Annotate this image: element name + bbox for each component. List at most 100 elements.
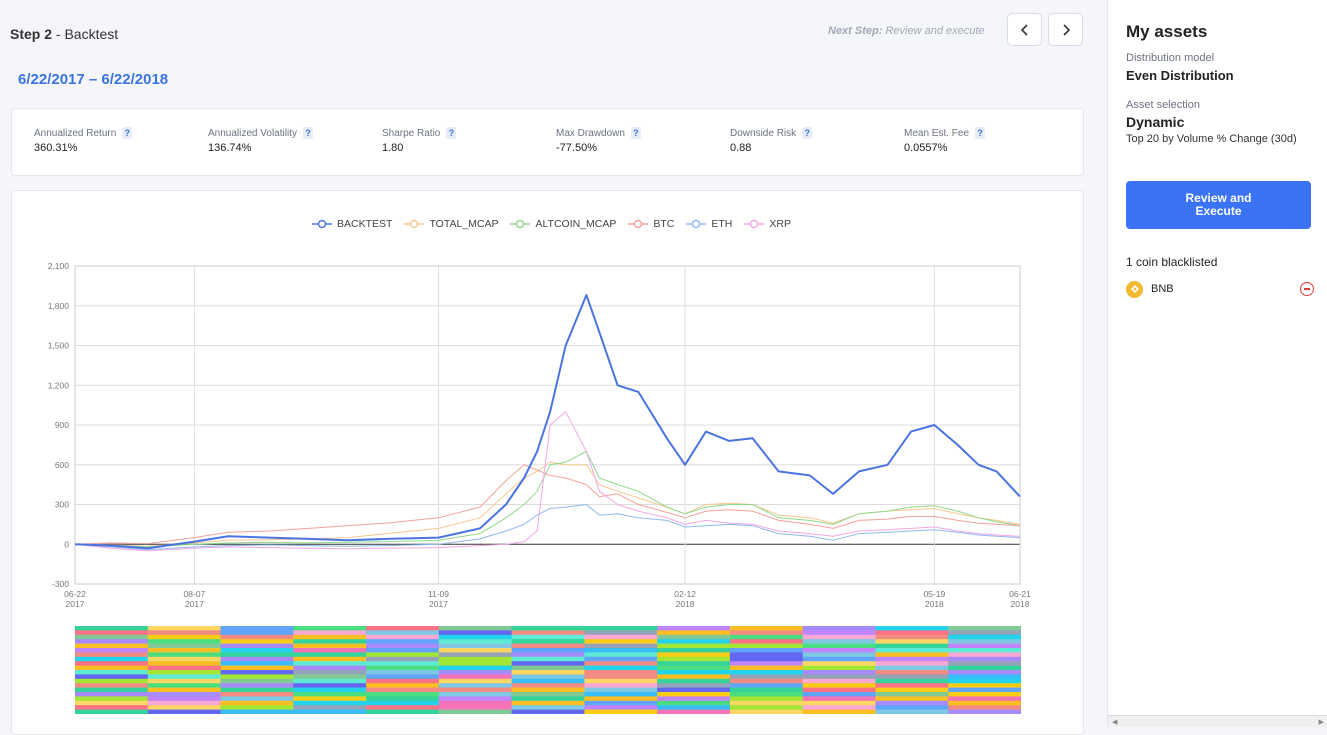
heatmap-cell: [948, 705, 1021, 710]
heatmap-cell: [147, 674, 222, 680]
heatmap-cell: [657, 687, 731, 693]
legend-item-xrp[interactable]: XRP: [744, 218, 791, 230]
heatmap-cell: [729, 705, 804, 710]
heatmap-cell: [293, 630, 367, 636]
heatmap-cell: [438, 652, 513, 658]
heatmap-cell: [220, 639, 294, 644]
heatmap-cell: [75, 643, 149, 649]
heatmap-cell: [584, 674, 658, 680]
scroll-left-icon[interactable]: ◀: [1112, 719, 1118, 726]
heatmap-cell: [584, 687, 658, 693]
metric-label: Sharpe Ratio: [382, 127, 441, 139]
review-execute-button[interactable]: Review and Execute: [1126, 181, 1311, 229]
heatmap-cell: [220, 678, 294, 684]
heatmap-cell: [657, 652, 731, 658]
heatmap-cell: [366, 652, 440, 658]
heatmap-cell: [220, 665, 294, 671]
heatmap-cell: [220, 634, 294, 640]
heatmap-cell: [511, 709, 585, 714]
heatmap-cell: [293, 678, 367, 684]
legend-item-btc[interactable]: BTC: [628, 218, 674, 230]
date-range[interactable]: 6/22/2017 – 6/22/2018: [18, 71, 169, 88]
heatmap-cell: [584, 696, 658, 702]
heatmap-cell: [147, 643, 222, 649]
heatmap-cell: [802, 692, 876, 697]
legend-item-backtest[interactable]: BACKTEST: [312, 218, 392, 230]
heatmap-cell: [75, 656, 149, 662]
help-icon[interactable]: ?: [630, 127, 641, 139]
scroll-right-icon[interactable]: ▶: [1318, 719, 1324, 726]
heatmap-cell: [438, 643, 513, 649]
heatmap-cell: [438, 656, 513, 662]
x-tick-year: 2018: [925, 599, 944, 609]
metric-value: 0.0557%: [904, 142, 948, 154]
heatmap-cell: [366, 692, 440, 697]
heatmap-cell: [147, 648, 222, 653]
heatmap-cell: [220, 692, 294, 697]
legend-item-total-mcap[interactable]: TOTAL_MCAP: [404, 218, 498, 230]
heatmap-cell: [147, 656, 222, 662]
heatmap-cell: [802, 705, 876, 710]
plot-border: [74, 265, 1021, 585]
help-icon[interactable]: ?: [802, 127, 813, 139]
heatmap-cell: [729, 700, 804, 706]
heatmap-cell: [511, 687, 585, 693]
heatmap-cell: [75, 626, 149, 631]
heatmap-cell: [802, 665, 876, 671]
help-icon[interactable]: ?: [122, 127, 133, 139]
heatmap-cell: [511, 674, 585, 680]
heatmap-cell: [438, 700, 513, 706]
heatmap-cell: [147, 630, 222, 636]
heatmap-cell: [75, 648, 149, 653]
metrics-card: Annualized Return? 360.31% Annualized Vo…: [11, 108, 1084, 176]
x-tick-date: 11-09: [428, 589, 449, 599]
heatmap-cell: [293, 705, 367, 710]
heatmap-cell: [75, 665, 149, 671]
help-icon[interactable]: ?: [302, 127, 313, 139]
heatmap-cell: [438, 670, 513, 675]
series-line-xrp: [74, 411, 1021, 552]
sidebar-title: My assets: [1126, 22, 1208, 41]
heatmap-cell: [366, 696, 440, 702]
metric-value: 360.31%: [34, 142, 78, 154]
heatmap-cell: [875, 670, 949, 675]
allocation-heatmap[interactable]: [75, 626, 1021, 714]
chart-legend: BACKTEST TOTAL_MCAP ALTCOIN_MCAP BTC ETH…: [312, 218, 791, 230]
heatmap-cell: [366, 634, 440, 640]
heatmap-cell: [802, 687, 876, 693]
heatmap-cell: [511, 696, 585, 702]
metric-max-drawdown: Max Drawdown? -77.50%: [556, 127, 641, 154]
heatmap-cell: [729, 643, 804, 649]
metric-value: -77.50%: [556, 142, 597, 154]
metric-label: Annualized Return: [34, 127, 117, 139]
heatmap-cell: [366, 648, 440, 653]
legend-label: ALTCOIN_MCAP: [535, 218, 617, 230]
remove-icon[interactable]: [1300, 282, 1314, 296]
next-step-button[interactable]: [1048, 13, 1083, 46]
help-icon[interactable]: ?: [975, 127, 986, 139]
heatmap-cell: [75, 696, 149, 702]
legend-marker: [686, 219, 707, 229]
line-chart[interactable]: 2,1001,8001,5001,2009006003000-30006-222…: [12, 191, 1084, 735]
heatmap-cell: [438, 683, 513, 688]
legend-item-altcoin-mcap[interactable]: ALTCOIN_MCAP: [510, 218, 616, 230]
legend-item-eth[interactable]: ETH: [686, 218, 732, 230]
heatmap-cell: [438, 678, 513, 684]
bnb-coin-icon: [1126, 280, 1143, 298]
legend-marker: [404, 219, 425, 229]
heatmap-cell: [147, 626, 222, 631]
heatmap-cell: [147, 700, 222, 706]
heatmap-cell: [75, 709, 149, 714]
prev-step-button[interactable]: [1007, 13, 1042, 46]
heatmap-cell: [438, 709, 513, 714]
heatmap-cell: [729, 670, 804, 675]
heatmap-cell: [657, 683, 731, 688]
distribution-label: Distribution model: [1126, 52, 1215, 64]
heatmap-cell: [366, 670, 440, 675]
y-tick-label: 1,500: [48, 341, 70, 351]
x-tick-year: 2018: [1011, 599, 1030, 609]
heatmap-cell: [875, 639, 949, 644]
horizontal-scrollbar[interactable]: ◀ ▶: [1108, 715, 1327, 727]
heatmap-cell: [948, 692, 1021, 697]
help-icon[interactable]: ?: [446, 127, 457, 139]
